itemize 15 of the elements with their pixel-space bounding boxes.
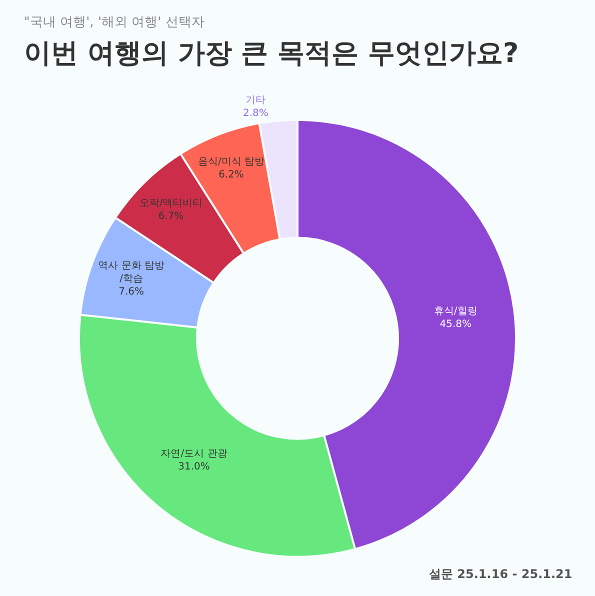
data-label: 2.8% (243, 108, 268, 119)
data-label: 6.2% (218, 169, 244, 180)
data-label: 45.8% (440, 318, 472, 330)
chart-title: 이번 여행의 가장 큰 목적은 무엇인가요? (24, 38, 519, 69)
data-label: 31.0% (178, 461, 210, 472)
data-label: 7.6% (118, 286, 144, 298)
slice-label: 오락/액티비티 (139, 198, 203, 210)
slice-label: 휴식/힐링 (434, 306, 478, 317)
data-label: 6.7% (158, 211, 184, 222)
chart-subtitle: "국내 여행', '해외 여행' 선택자 (24, 15, 204, 30)
slice-label: 기타 (246, 94, 266, 106)
slice-label: 음식/미식 탐방 (198, 156, 264, 168)
slice-label: 역사 문화 탐방 /학습 (98, 260, 164, 285)
slice-label: 자연/도시 관광 (160, 448, 228, 460)
text: 설문 25.1.16 - 25.1.21 (428, 567, 572, 581)
